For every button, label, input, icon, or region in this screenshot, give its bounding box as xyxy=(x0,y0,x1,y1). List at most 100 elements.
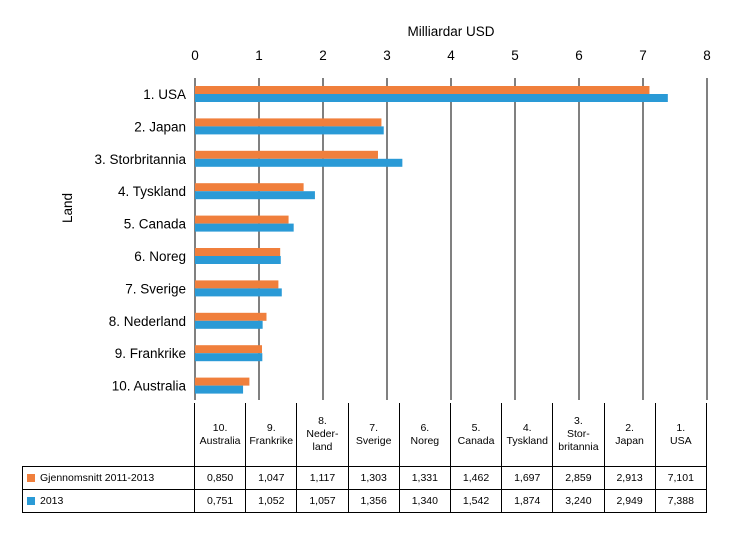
bar-avg xyxy=(195,215,289,224)
table-column-header: 10. Australia xyxy=(193,403,246,467)
x-tick-label: 5 xyxy=(511,48,519,63)
header-line: Stor- xyxy=(567,428,590,440)
x-tick-label: 7 xyxy=(639,48,647,63)
bar-avg xyxy=(195,345,263,354)
bar-2013 xyxy=(195,385,244,394)
x-tick-label: 2 xyxy=(319,48,327,63)
bar-2013 xyxy=(195,158,403,167)
header-line: 8. xyxy=(318,415,327,427)
legend-label: 2013 xyxy=(22,489,195,513)
category-label: 5. Canada xyxy=(124,217,187,232)
legend-text: Gjennomsnitt 2011-2013 xyxy=(40,472,155,484)
header-line: Tyskland xyxy=(506,434,548,447)
table-column-header: 2. Japan xyxy=(603,403,656,467)
table-cell: 1,331 xyxy=(398,466,451,490)
header-line: 9. xyxy=(266,421,276,434)
table-column-header: 9. Frankrike xyxy=(245,403,297,467)
table-column-header: 7. Sverige xyxy=(347,403,400,467)
header-line: 4. xyxy=(522,421,532,434)
header-line: 5. xyxy=(471,421,481,434)
category-label: 3. Storbritannia xyxy=(94,152,186,167)
y-axis-title: Land xyxy=(60,193,75,223)
table-cell: 1,356 xyxy=(347,489,400,513)
header-line: 7. xyxy=(369,421,379,434)
bar-2013 xyxy=(195,320,263,329)
header-line: USA xyxy=(669,434,692,447)
bar-2013 xyxy=(195,223,294,232)
category-label: 1. USA xyxy=(143,87,186,102)
table-cell: 1,542 xyxy=(449,489,503,513)
bars xyxy=(195,86,668,394)
legend-label: Gjennomsnitt 2011-2013 xyxy=(22,466,195,490)
bar-2013 xyxy=(195,288,282,297)
bar-2013 xyxy=(195,191,315,200)
x-tick-label: 1 xyxy=(255,48,263,63)
table-cell: 0,850 xyxy=(193,466,247,490)
legend-text: 2013 xyxy=(40,495,64,507)
header-line: 6. xyxy=(420,421,430,434)
data-table: 10. Australia 9. Frankrike 8. Neder-land 7. Sve… xyxy=(22,403,707,513)
header-line: Noreg xyxy=(410,434,440,447)
table-cell: 1,874 xyxy=(501,489,554,513)
table-cell: 2,859 xyxy=(552,466,605,490)
bar-avg xyxy=(195,248,281,256)
category-label: 9. Frankrike xyxy=(115,346,186,361)
table-cell: 1,340 xyxy=(398,489,451,513)
table-column-header: 8. Neder-land xyxy=(296,403,349,467)
table-column-header: 3. Stor-britannia xyxy=(552,403,604,467)
category-label: 6. Noreg xyxy=(134,249,186,264)
header-line: Australia xyxy=(199,434,241,447)
table-cell: 0,751 xyxy=(193,489,247,513)
bar-avg xyxy=(195,183,304,192)
header-line: Neder- xyxy=(306,428,339,440)
header-line: Sverige xyxy=(355,434,392,447)
category-labels: 1. USA 2. Japan 3. Storbritannia 4. Tysklan… xyxy=(94,87,186,394)
table-column-header: 1. USA xyxy=(654,403,707,467)
bar-chart: 0 1 2 3 4 5 6 7 8 1. USA 2. Japan 3. Storbritannia… xyxy=(60,24,711,400)
table-cell: 1,697 xyxy=(501,466,554,490)
table-cell: 1,462 xyxy=(449,466,503,490)
table-row: 2013 0,751 1,052 1,057 1,356 1,340 1,542 1,874 3… xyxy=(22,489,707,513)
bar-2013 xyxy=(195,256,281,264)
bar-avg xyxy=(195,118,382,127)
table-column-header: 4. Tyskland xyxy=(501,403,553,467)
bar-avg xyxy=(195,312,267,321)
x-tick-label: 0 xyxy=(191,48,199,63)
bar-2013 xyxy=(195,353,263,362)
header-line: britannia xyxy=(558,441,599,453)
bar-avg xyxy=(195,150,378,159)
table-cell: 1,117 xyxy=(296,466,349,490)
legend-swatch xyxy=(27,474,35,482)
table-corner xyxy=(23,403,195,467)
bar-avg xyxy=(195,280,279,289)
table-cell: 1,303 xyxy=(347,466,400,490)
table-cell: 3,240 xyxy=(552,489,605,513)
legend-swatch xyxy=(27,497,35,505)
table-cell: 2,913 xyxy=(603,466,656,490)
x-tick-label: 6 xyxy=(575,48,583,63)
x-tick-labels: 0 1 2 3 4 5 6 7 8 xyxy=(191,48,711,63)
bar-2013 xyxy=(195,94,668,102)
category-label: 2. Japan xyxy=(134,119,186,134)
bar-2013 xyxy=(195,126,384,135)
table-cell: 1,047 xyxy=(245,466,298,490)
header-line: land xyxy=(312,441,333,453)
x-tick-label: 3 xyxy=(383,48,391,63)
table-header-row: 10. Australia 9. Frankrike 8. Neder-land 7. Sve… xyxy=(23,403,707,467)
header-line: 2. xyxy=(625,421,634,434)
bar-avg xyxy=(195,86,650,94)
header-line: 1. xyxy=(676,421,686,434)
header-line: Frankrike xyxy=(249,434,294,447)
header-line: Japan xyxy=(615,434,644,447)
table-cell: 7,388 xyxy=(654,489,707,513)
header-line: 10. xyxy=(212,421,228,434)
category-label: 4. Tyskland xyxy=(118,184,186,199)
header-line: 3. xyxy=(574,415,583,427)
category-label: 10. Australia xyxy=(112,379,187,394)
bar-avg xyxy=(195,377,250,386)
x-tick-label: 8 xyxy=(703,48,711,63)
table-cell: 2,949 xyxy=(603,489,656,513)
x-axis-title: Milliardar USD xyxy=(407,24,494,39)
table-row: Gjennomsnitt 2011-2013 0,850 1,047 1,117 1,3… xyxy=(22,466,707,490)
table-cell: 1,057 xyxy=(296,489,349,513)
